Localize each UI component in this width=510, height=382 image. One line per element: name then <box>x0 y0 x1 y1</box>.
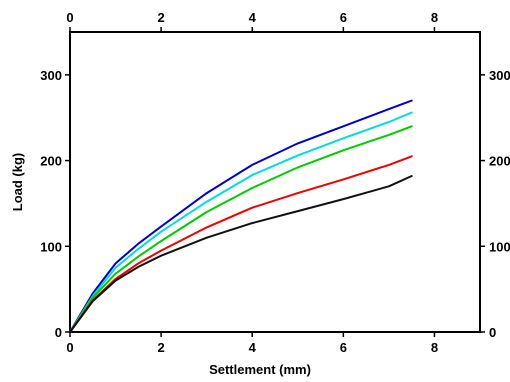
y-tick-label-left: 200 <box>40 154 62 169</box>
x-tick-label-top: 6 <box>340 10 347 25</box>
y-tick-label-left: 300 <box>40 68 62 83</box>
series-line-2 <box>69 111 413 333</box>
plot-frame <box>69 31 481 333</box>
series-line-5 <box>69 175 413 333</box>
x-axis-title: Settlement (mm) <box>209 362 311 377</box>
x-tick-label-bottom: 6 <box>340 340 347 355</box>
series-layer <box>69 99 413 333</box>
y-axis-title: Load (kg) <box>10 153 25 212</box>
x-tick-label-bottom: 8 <box>431 340 438 355</box>
x-tick-label-top: 4 <box>249 10 257 25</box>
x-tick-label-bottom: 4 <box>249 340 257 355</box>
tick-layer <box>65 27 485 337</box>
y-tick-label-right: 300 <box>489 68 510 83</box>
y-tick-label-right: 100 <box>489 239 510 254</box>
x-tick-label-top: 2 <box>157 10 164 25</box>
series-line-4 <box>69 155 413 333</box>
series-line-3 <box>69 125 413 333</box>
x-tick-label-top: 0 <box>66 10 73 25</box>
y-tick-label-right: 200 <box>489 154 510 169</box>
y-tick-label-right: 0 <box>489 325 496 340</box>
x-tick-label-bottom: 0 <box>66 340 73 355</box>
x-tick-label-top: 8 <box>431 10 438 25</box>
x-tick-label-bottom: 2 <box>157 340 164 355</box>
y-tick-label-left: 100 <box>40 239 62 254</box>
series-line-1 <box>69 99 413 333</box>
y-tick-label-left: 0 <box>55 325 62 340</box>
